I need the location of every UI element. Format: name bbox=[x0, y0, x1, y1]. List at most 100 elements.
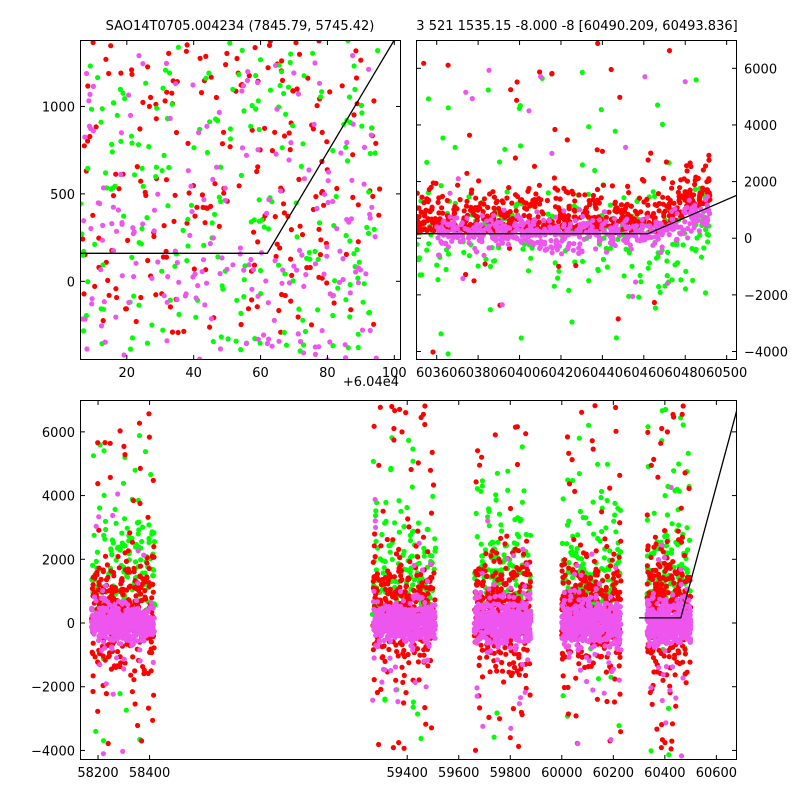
point-violet bbox=[706, 207, 712, 213]
point-red bbox=[474, 214, 481, 220]
point-violet bbox=[409, 639, 416, 645]
point-green bbox=[85, 165, 91, 171]
point-red bbox=[417, 652, 423, 658]
point-violet bbox=[507, 225, 513, 231]
point-red bbox=[96, 565, 102, 571]
point-green bbox=[466, 253, 472, 259]
point-violet bbox=[272, 258, 278, 264]
point-violet bbox=[505, 241, 512, 247]
point-red bbox=[504, 195, 510, 201]
point-violet bbox=[464, 215, 470, 221]
point-red bbox=[472, 207, 478, 213]
point-violet bbox=[357, 267, 364, 273]
point-violet bbox=[96, 637, 102, 644]
point-green bbox=[251, 217, 257, 223]
point-violet bbox=[370, 599, 377, 605]
point-violet bbox=[84, 346, 90, 352]
point-green bbox=[525, 552, 531, 558]
point-violet bbox=[128, 642, 135, 649]
point-violet bbox=[697, 213, 704, 219]
point-green bbox=[230, 86, 236, 92]
point-violet bbox=[644, 214, 650, 220]
point-red bbox=[476, 178, 482, 184]
point-green bbox=[136, 302, 142, 308]
point-red bbox=[252, 45, 258, 51]
point-green bbox=[607, 548, 613, 554]
point-red bbox=[299, 232, 306, 238]
point-red bbox=[557, 212, 563, 218]
point-violet bbox=[113, 616, 119, 622]
point-green bbox=[404, 504, 410, 511]
point-red bbox=[151, 233, 157, 240]
point-green bbox=[93, 558, 99, 565]
point-red bbox=[488, 553, 494, 559]
point-green bbox=[406, 437, 412, 443]
point-violet bbox=[492, 594, 498, 600]
point-green bbox=[227, 126, 233, 132]
point-violet bbox=[299, 252, 305, 258]
point-green bbox=[253, 106, 259, 112]
point-green bbox=[100, 738, 107, 744]
point-red bbox=[421, 200, 427, 206]
point-green bbox=[169, 101, 175, 107]
point-red bbox=[408, 466, 414, 473]
point-violet bbox=[428, 561, 434, 567]
point-violet bbox=[90, 622, 96, 629]
point-violet bbox=[402, 606, 409, 612]
point-red bbox=[391, 437, 397, 443]
point-red bbox=[475, 448, 481, 454]
point-green bbox=[166, 70, 173, 76]
point-red bbox=[118, 70, 124, 76]
point-green bbox=[279, 145, 285, 151]
point-violet bbox=[98, 323, 105, 329]
point-green bbox=[383, 518, 389, 525]
point-red bbox=[281, 210, 287, 216]
point-green bbox=[432, 545, 439, 551]
point-red bbox=[527, 692, 533, 698]
point-violet bbox=[100, 588, 106, 594]
point-violet bbox=[447, 190, 453, 196]
point-violet bbox=[559, 251, 565, 257]
point-violet bbox=[548, 238, 554, 244]
point-violet bbox=[603, 249, 610, 255]
point-violet bbox=[261, 332, 267, 338]
point-violet bbox=[121, 656, 127, 662]
point-red bbox=[429, 575, 435, 581]
point-violet bbox=[301, 283, 307, 289]
point-red bbox=[204, 205, 210, 211]
point-green bbox=[90, 453, 97, 459]
point-violet bbox=[484, 649, 491, 656]
point-violet bbox=[109, 221, 115, 227]
point-red bbox=[262, 125, 268, 131]
point-red bbox=[145, 705, 152, 711]
point-violet bbox=[295, 91, 302, 97]
point-violet bbox=[183, 291, 189, 297]
point-violet bbox=[700, 217, 707, 223]
point-violet bbox=[295, 331, 301, 337]
point-green bbox=[358, 102, 364, 108]
point-green bbox=[109, 149, 115, 155]
point-violet bbox=[495, 644, 501, 650]
point-violet bbox=[288, 140, 294, 146]
point-red bbox=[603, 214, 609, 220]
point-red bbox=[468, 207, 474, 213]
point-red bbox=[130, 654, 136, 660]
point-red bbox=[428, 510, 435, 516]
point-red bbox=[419, 194, 425, 200]
point-green bbox=[300, 317, 306, 323]
point-red bbox=[425, 549, 431, 555]
point-green bbox=[146, 539, 152, 546]
point-violet bbox=[101, 619, 107, 625]
point-violet bbox=[340, 276, 346, 283]
point-violet bbox=[172, 248, 178, 254]
point-violet bbox=[525, 657, 531, 663]
point-red bbox=[379, 655, 385, 661]
point-green bbox=[698, 254, 705, 260]
point-green bbox=[101, 532, 107, 539]
point-violet bbox=[653, 223, 659, 229]
point-violet bbox=[278, 188, 284, 194]
point-violet bbox=[516, 616, 522, 623]
point-red bbox=[623, 205, 629, 211]
point-violet bbox=[311, 121, 317, 127]
